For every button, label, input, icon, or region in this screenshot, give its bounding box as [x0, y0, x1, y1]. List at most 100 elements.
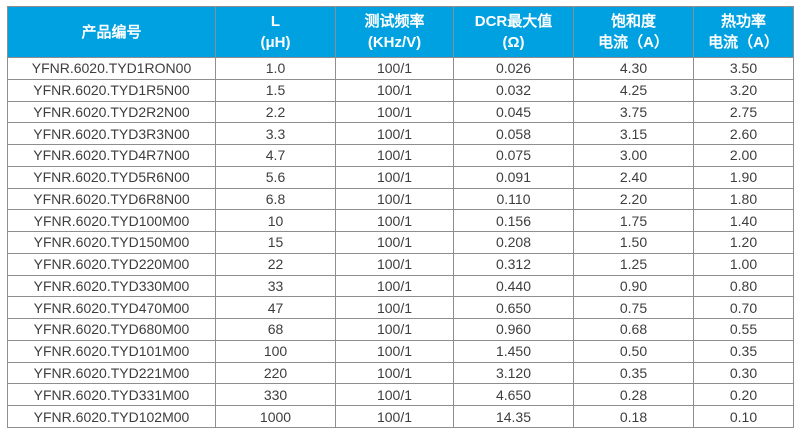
cell-test-frequency: 100/1: [335, 383, 454, 406]
header-sublabel: (Ω): [502, 34, 525, 51]
cell-saturation-current: 0.50: [573, 339, 694, 363]
cell-inductance: 6.8: [215, 187, 336, 211]
cell-heat-current: 1.40: [693, 209, 794, 232]
cell-inductance: 22: [215, 252, 336, 276]
cell-test-frequency: 100/1: [335, 100, 454, 124]
cell-saturation-current: 4.30: [573, 57, 694, 80]
cell-dcr-max: 14.35: [453, 405, 574, 428]
cell-part-number: YFNR.6020.TYD100M00: [7, 209, 216, 232]
table-row: YFNR.6020.TYD220M00 22 100/1 0.312 1.25 …: [7, 252, 794, 276]
cell-test-frequency: 100/1: [335, 165, 454, 189]
cell-part-number: YFNR.6020.TYD1R5N00: [7, 78, 216, 102]
cell-heat-current: 2.75: [693, 100, 794, 124]
cell-part-number: YFNR.6020.TYD2R2N00: [7, 100, 216, 124]
cell-heat-current: 1.00: [693, 252, 794, 276]
cell-saturation-current: 3.75: [573, 100, 694, 124]
cell-dcr-max: 0.091: [453, 165, 574, 189]
cell-saturation-current: 1.75: [573, 209, 694, 232]
cell-inductance: 5.6: [215, 165, 336, 189]
table-row: YFNR.6020.TYD150M00 15 100/1 0.208 1.50 …: [7, 231, 794, 254]
cell-heat-current: 1.20: [693, 231, 794, 254]
header-label: 产品编号: [81, 23, 142, 41]
cell-heat-current: 0.70: [693, 296, 794, 319]
cell-part-number: YFNR.6020.TYD102M00: [7, 405, 216, 428]
column-header-heat-current: 热功率 电流（A）: [693, 6, 794, 58]
cell-saturation-current: 1.25: [573, 252, 694, 276]
header-row: 产品编号 L (μH) 测试频率 (KHz/V) DCR最大值 (Ω) 饱和度: [7, 6, 794, 58]
cell-heat-current: 0.10: [693, 405, 794, 428]
cell-inductance: 100: [215, 339, 336, 363]
header-label: 饱和度: [610, 13, 656, 30]
cell-test-frequency: 100/1: [335, 78, 454, 102]
cell-part-number: YFNR.6020.TYD6R8N00: [7, 187, 216, 211]
cell-test-frequency: 100/1: [335, 339, 454, 363]
cell-heat-current: 0.30: [693, 361, 794, 385]
cell-heat-current: 3.50: [693, 57, 794, 80]
cell-part-number: YFNR.6020.TYD150M00: [7, 231, 216, 254]
table-row: YFNR.6020.TYD1R5N00 1.5 100/1 0.032 4.25…: [7, 78, 794, 102]
cell-saturation-current: 0.68: [573, 318, 694, 341]
cell-part-number: YFNR.6020.TYD4R7N00: [7, 144, 216, 167]
cell-saturation-current: 3.00: [573, 144, 694, 167]
table-body: YFNR.6020.TYD1RON00 1.0 100/1 0.026 4.30…: [7, 57, 794, 428]
cell-part-number: YFNR.6020.TYD680M00: [7, 318, 216, 341]
header-label: 热功率: [720, 13, 766, 30]
header-sublabel: 电流（A）: [708, 34, 779, 51]
cell-heat-current: 2.60: [693, 122, 794, 145]
cell-heat-current: 1.80: [693, 187, 794, 211]
header-sublabel: (KHz/V): [367, 34, 422, 51]
cell-part-number: YFNR.6020.TYD221M00: [7, 361, 216, 385]
table-header: 产品编号 L (μH) 测试频率 (KHz/V) DCR最大值 (Ω) 饱和度: [7, 6, 794, 58]
table-row: YFNR.6020.TYD5R6N00 5.6 100/1 0.091 2.40…: [7, 165, 794, 189]
cell-dcr-max: 0.156: [453, 209, 574, 232]
header-sublabel: 电流（A）: [598, 34, 669, 51]
cell-saturation-current: 2.40: [573, 165, 694, 189]
cell-dcr-max: 0.045: [453, 100, 574, 124]
cell-saturation-current: 0.75: [573, 296, 694, 319]
cell-dcr-max: 0.440: [453, 274, 574, 298]
cell-heat-current: 1.90: [693, 165, 794, 189]
table-row: YFNR.6020.TYD4R7N00 4.7 100/1 0.075 3.00…: [7, 144, 794, 167]
table-row: YFNR.6020.TYD331M00 330 100/1 4.650 0.28…: [7, 383, 794, 406]
column-header-dcr-max: DCR最大值 (Ω): [453, 6, 574, 58]
column-header-inductance: L (μH): [215, 6, 336, 58]
cell-dcr-max: 0.312: [453, 252, 574, 276]
cell-part-number: YFNR.6020.TYD3R3N00: [7, 122, 216, 145]
table-row: YFNR.6020.TYD330M00 33 100/1 0.440 0.90 …: [7, 274, 794, 298]
cell-inductance: 1.5: [215, 78, 336, 102]
cell-saturation-current: 3.15: [573, 122, 694, 145]
column-header-saturation-current: 饱和度 电流（A）: [573, 6, 694, 58]
cell-inductance: 330: [215, 383, 336, 406]
cell-test-frequency: 100/1: [335, 231, 454, 254]
cell-test-frequency: 100/1: [335, 122, 454, 145]
cell-part-number: YFNR.6020.TYD101M00: [7, 339, 216, 363]
cell-dcr-max: 0.960: [453, 318, 574, 341]
cell-inductance: 1.0: [215, 57, 336, 80]
table-row: YFNR.6020.TYD100M00 10 100/1 0.156 1.75 …: [7, 209, 794, 232]
cell-dcr-max: 0.032: [453, 78, 574, 102]
cell-heat-current: 2.00: [693, 144, 794, 167]
cell-inductance: 47: [215, 296, 336, 319]
table-row: YFNR.6020.TYD470M00 47 100/1 0.650 0.75 …: [7, 296, 794, 319]
cell-test-frequency: 100/1: [335, 252, 454, 276]
column-header-part-number: 产品编号: [7, 6, 216, 58]
table-row: YFNR.6020.TYD101M00 100 100/1 1.450 0.50…: [7, 339, 794, 363]
table-row: YFNR.6020.TYD1RON00 1.0 100/1 0.026 4.30…: [7, 57, 794, 80]
cell-inductance: 3.3: [215, 122, 336, 145]
cell-part-number: YFNR.6020.TYD330M00: [7, 274, 216, 298]
table-row: YFNR.6020.TYD102M00 1000 100/1 14.35 0.1…: [7, 405, 794, 428]
cell-test-frequency: 100/1: [335, 361, 454, 385]
table-row: YFNR.6020.TYD3R3N00 3.3 100/1 0.058 3.15…: [7, 122, 794, 145]
cell-test-frequency: 100/1: [335, 274, 454, 298]
cell-dcr-max: 0.110: [453, 187, 574, 211]
cell-inductance: 68: [215, 318, 336, 341]
cell-test-frequency: 100/1: [335, 296, 454, 319]
cell-heat-current: 3.20: [693, 78, 794, 102]
cell-part-number: YFNR.6020.TYD5R6N00: [7, 165, 216, 189]
column-header-test-frequency: 测试频率 (KHz/V): [335, 6, 454, 58]
cell-dcr-max: 0.026: [453, 57, 574, 80]
cell-dcr-max: 0.058: [453, 122, 574, 145]
cell-saturation-current: 2.20: [573, 187, 694, 211]
cell-heat-current: 0.35: [693, 339, 794, 363]
cell-inductance: 4.7: [215, 144, 336, 167]
